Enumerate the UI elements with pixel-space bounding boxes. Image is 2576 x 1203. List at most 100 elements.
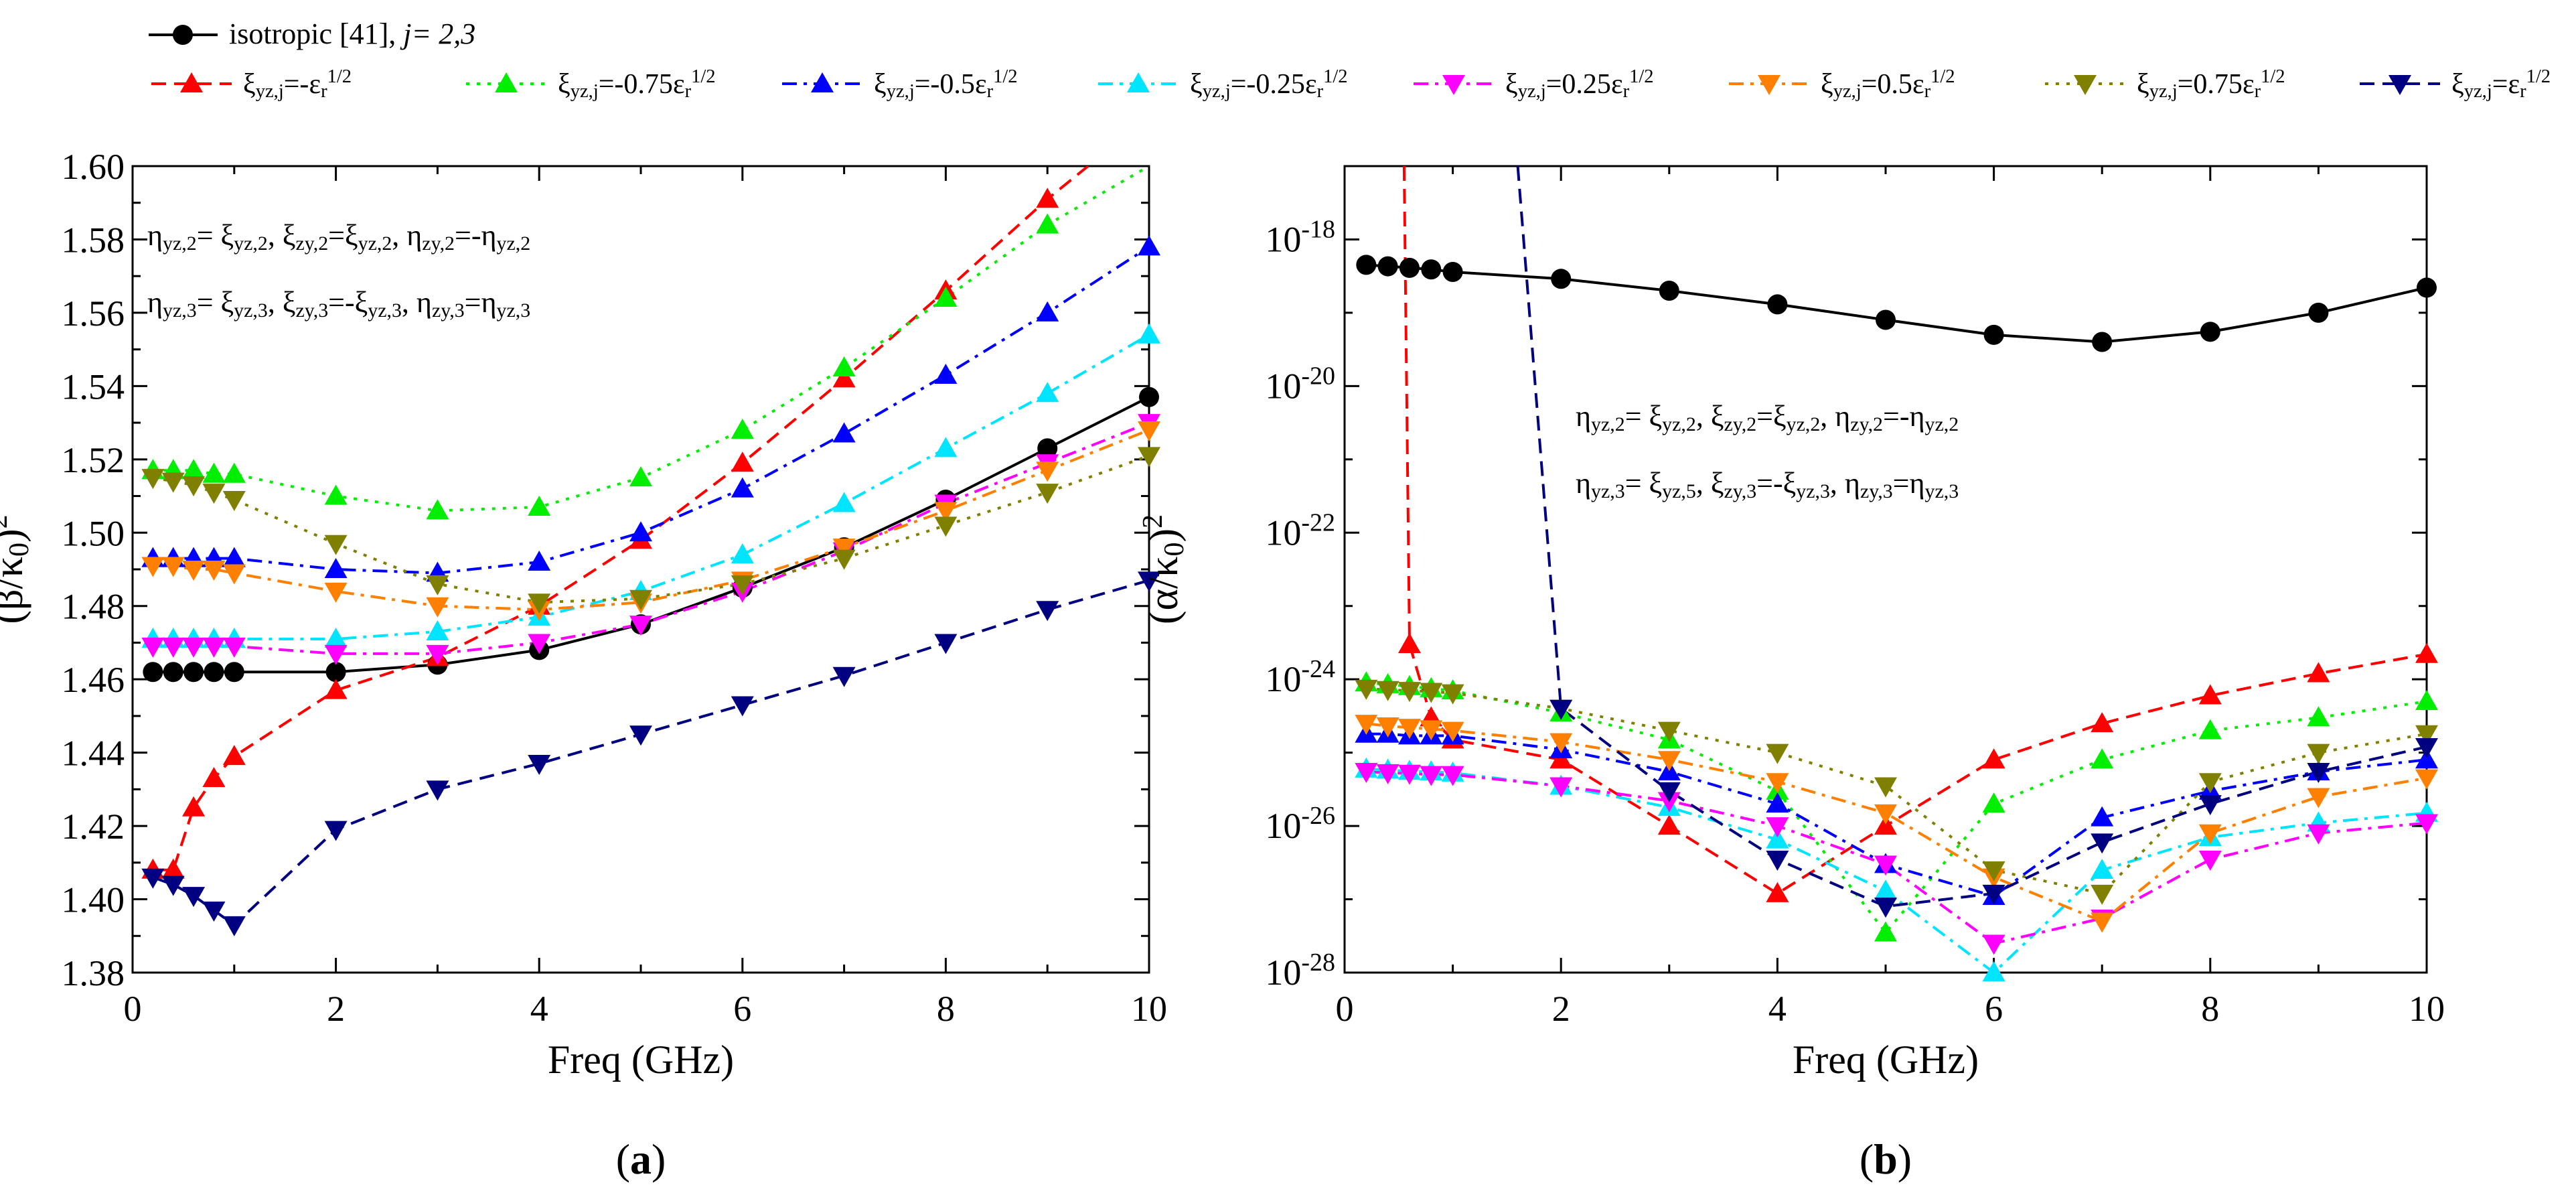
data-point-p025: [1355, 763, 1378, 784]
legend-marker: [2389, 75, 2411, 95]
y-tick-label: 1.44: [62, 733, 125, 774]
data-point-p075: [1441, 684, 1464, 705]
data-point-p025: [2198, 850, 2222, 871]
data-point-p05: [2091, 912, 2114, 933]
data-point-p05: [1549, 733, 1573, 754]
data-point-p075: [141, 469, 165, 490]
data-point-p1: [629, 725, 652, 746]
panel-b: 0 2 4 6 8 10 10-28 10-26 10-24 10-22 10-20 10-18 Fre…: [1138, 165, 2445, 1183]
data-point-p05: [2307, 788, 2330, 808]
data-point-p1: [2415, 737, 2438, 758]
data-point-m1: [1766, 881, 1789, 902]
y-tick-label: 1.46: [62, 660, 125, 700]
data-point-m075: [934, 287, 958, 307]
data-point-m025: [1874, 879, 1897, 900]
data-point-p05: [832, 539, 856, 559]
series-iso: [1366, 263, 2427, 344]
legend-label: ξyz,j=-0.25εr1/2: [1190, 66, 1348, 102]
y-tick-label: 10-28: [1265, 948, 1335, 993]
data-point-p075: [161, 472, 185, 493]
data-point-m05: [2091, 806, 2114, 827]
y-tick-label: 10-22: [1265, 508, 1335, 553]
data-point-m1: [1397, 632, 1421, 653]
data-point-p025: [1766, 817, 1789, 838]
data-point-m05: [629, 521, 652, 542]
legend-label: ξyz,j=-0.5εr1/2: [874, 66, 1018, 102]
data-point-p025: [1549, 777, 1573, 798]
series-line-m05: [1366, 732, 2427, 898]
data-point-iso: [2417, 277, 2437, 298]
data-point-p1: [161, 875, 185, 896]
x-tick-label: 2: [327, 989, 345, 1029]
data-point-p05: [161, 557, 185, 577]
data-point-m05: [1036, 301, 1059, 322]
data-point-iso: [1767, 294, 1788, 315]
data-point-m075: [528, 495, 551, 516]
y-tick-label: 10-26: [1265, 802, 1335, 846]
x-tick-label: 4: [530, 989, 548, 1029]
data-point-m1: [2307, 662, 2330, 683]
data-point-m075: [202, 462, 226, 483]
annotation-2: ηyz,3= ξyz,5, ξzy,3=-ξyz,3, ηzy,3=ηyz,3: [1576, 467, 1959, 502]
data-point-iso: [1659, 280, 1679, 301]
legend-marker: [180, 72, 203, 92]
y-tick-label: 1.42: [62, 806, 125, 847]
data-point-p1: [2307, 763, 2330, 784]
panel-label: (a): [616, 1135, 666, 1183]
data-point-p025: [324, 644, 348, 665]
data-point-p075: [426, 575, 449, 595]
data-point-m1: [1549, 748, 1573, 769]
data-point-p1: [182, 887, 206, 908]
data-point-p05: [1420, 720, 1443, 741]
data-point-m075: [1874, 921, 1897, 942]
y-axis-label: (α/κ0)2: [1138, 514, 1190, 624]
data-point-p025: [2415, 814, 2438, 835]
data-point-p075: [2091, 884, 2114, 905]
data-point-p075: [2415, 725, 2438, 746]
series-p025: [153, 421, 1149, 655]
legend-marker: [1758, 75, 1781, 95]
data-point-p025: [182, 637, 206, 658]
legend-item-m05: ξyz,j=-0.5εr1/2: [782, 66, 1018, 102]
legend-marker: [495, 72, 518, 92]
y-tick-label: 1.38: [62, 953, 125, 993]
data-point-m1: [731, 451, 754, 472]
data-point-p025: [222, 637, 246, 658]
data-point-p075: [1138, 447, 1160, 468]
x-tick-label: 8: [2201, 989, 2219, 1029]
data-point-iso: [143, 662, 163, 683]
data-point-p1: [731, 696, 754, 717]
legend-marker: [173, 25, 193, 45]
series-m05: [153, 245, 1149, 575]
data-point-p1: [1874, 898, 1897, 918]
data-point-p05: [1766, 773, 1789, 794]
data-point-p075: [1397, 682, 1421, 703]
series-m05: [1366, 732, 2427, 898]
data-point-p05: [1441, 721, 1464, 742]
data-point-p1: [934, 634, 958, 654]
data-point-iso: [224, 662, 244, 683]
data-point-p075: [934, 516, 958, 537]
data-point-m075: [182, 459, 206, 480]
data-point-p025: [202, 637, 226, 658]
data-point-m075: [1036, 213, 1059, 234]
x-tick-label: 10: [2409, 989, 2445, 1029]
annotation-1: ηyz,2= ξyz,2, ξzy,2=ξyz,2, ηzy,2=-ηyz,2: [147, 219, 530, 255]
legend-item-p025: ξyz,j=0.25εr1/2: [1414, 66, 1654, 102]
data-point-m075: [222, 462, 246, 483]
data-point-m025: [324, 627, 348, 648]
legend-item-m025: ξyz,j=-0.25εr1/2: [1098, 66, 1348, 102]
legend-item-p05: ξyz,j=0.5εr1/2: [1729, 66, 1955, 102]
data-point-m1: [222, 745, 246, 766]
legend-marker: [2074, 75, 2097, 95]
data-point-p025: [1982, 934, 2005, 955]
data-point-m025: [1036, 382, 1059, 403]
legend-marker: [1127, 72, 1150, 92]
data-point-p075: [1766, 744, 1789, 764]
data-point-p1: [2198, 795, 2222, 816]
data-point-p075: [528, 593, 551, 614]
series-line-m025: [153, 333, 1149, 640]
data-point-p025: [141, 637, 165, 658]
data-point-p05: [1355, 715, 1378, 735]
data-point-m05: [934, 363, 958, 384]
